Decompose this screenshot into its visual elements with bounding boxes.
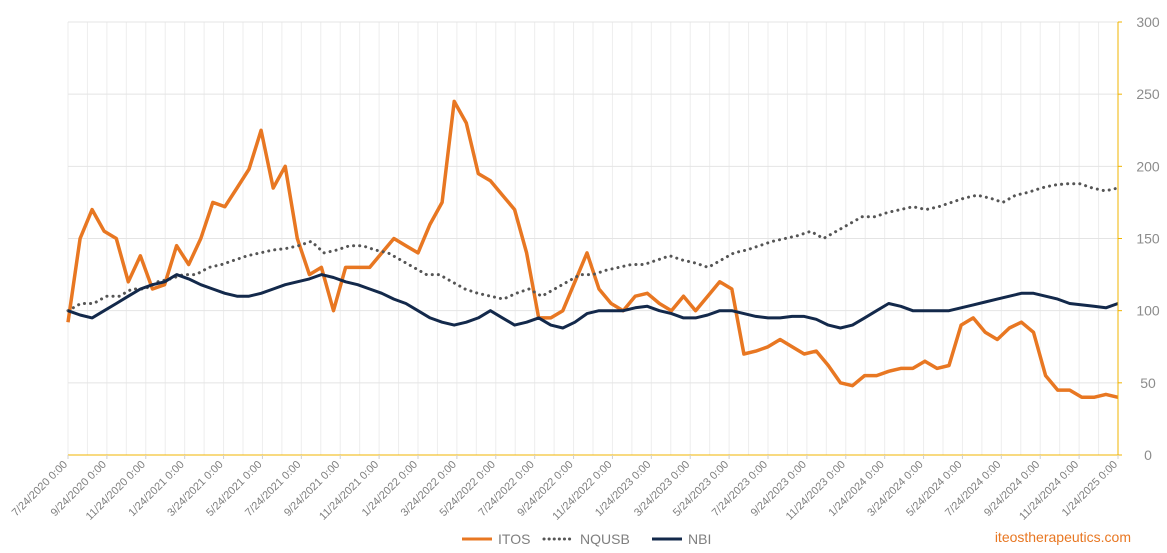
y-tick-label: 50 xyxy=(1140,375,1156,391)
series-line-itos xyxy=(66,99,1119,400)
legend-label-itos: ITOS xyxy=(498,531,530,547)
y-tick-label: 300 xyxy=(1136,14,1160,30)
y-tick-label: 200 xyxy=(1136,158,1160,174)
y-tick-label: 100 xyxy=(1136,303,1160,319)
series-group xyxy=(66,99,1120,400)
legend-label-nbi: NBI xyxy=(688,531,711,547)
y-tick-label: 250 xyxy=(1136,86,1160,102)
website-url[interactable]: iteostherapeutics.com xyxy=(994,529,1131,545)
y-tick-label: 0 xyxy=(1144,447,1152,463)
series-line-nbi xyxy=(67,273,1119,330)
legend-label-nqusb: NQUSB xyxy=(580,531,630,547)
y-tick-label: 150 xyxy=(1136,231,1160,247)
grid xyxy=(67,21,1119,456)
legend: ITOS NQUSB NBI xyxy=(462,531,711,547)
